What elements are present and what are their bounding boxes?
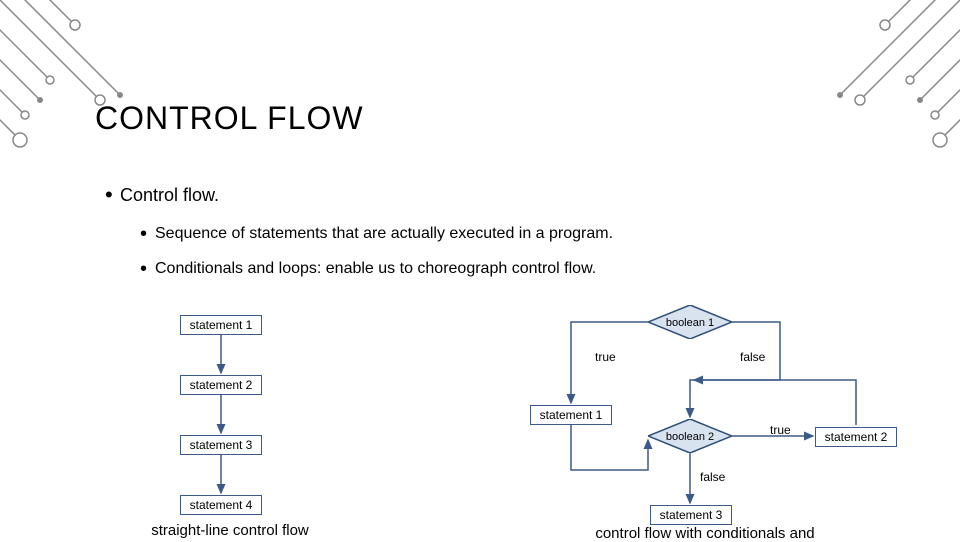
right-arrows [0,0,960,540]
label-false-2: false [700,470,725,484]
right-caption: control flow with conditionals and [555,525,855,542]
label-true-1: true [595,350,616,364]
label-true-2: true [770,423,791,437]
label-false-1: false [740,350,765,364]
